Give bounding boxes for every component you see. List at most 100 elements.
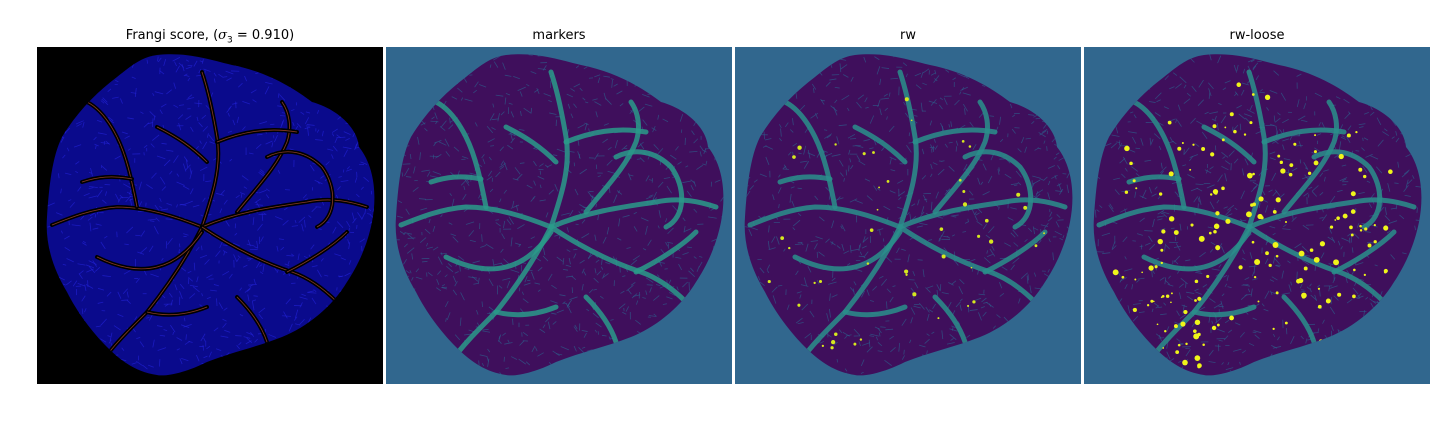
highlight-spot bbox=[1243, 133, 1247, 136]
highlight-spot bbox=[1156, 323, 1159, 326]
panel-title-frangi: Frangi score, (σ3 = 0.910) bbox=[125, 28, 295, 46]
vessel bbox=[1246, 69, 1268, 230]
segmentation-highlights bbox=[767, 97, 1045, 350]
highlight-spot bbox=[830, 346, 834, 350]
highlight-spot bbox=[904, 269, 909, 274]
vessel-edge bbox=[96, 231, 203, 270]
highlight-spot bbox=[1165, 294, 1170, 298]
highlight-spot bbox=[1284, 220, 1288, 224]
highlight-spot bbox=[1134, 278, 1137, 281]
highlight-spot bbox=[962, 190, 966, 194]
highlight-spot bbox=[1211, 325, 1217, 331]
highlight-spot bbox=[1358, 167, 1363, 172]
vessel-network bbox=[1096, 69, 1417, 365]
highlight-spot bbox=[1373, 240, 1377, 244]
tissue-region bbox=[744, 54, 1073, 376]
highlight-spot bbox=[1303, 266, 1308, 271]
highlight-spot bbox=[1124, 190, 1129, 194]
vessel bbox=[493, 304, 559, 318]
highlight-spot bbox=[1275, 254, 1279, 258]
highlight-spot bbox=[1206, 274, 1210, 278]
highlight-spot bbox=[1161, 229, 1166, 234]
vessel-edge bbox=[201, 199, 368, 228]
highlight-spot bbox=[1135, 187, 1138, 190]
highlight-spot bbox=[1257, 300, 1260, 303]
highlight-spot bbox=[1121, 275, 1125, 279]
vessel bbox=[777, 174, 833, 185]
vessel bbox=[792, 229, 903, 272]
vessel-edge bbox=[81, 176, 133, 183]
highlight-spot bbox=[1334, 219, 1337, 221]
highlight-spot bbox=[1215, 245, 1221, 251]
vessel-edge bbox=[156, 126, 208, 163]
highlight-spot bbox=[1194, 299, 1197, 302]
highlight-spot bbox=[1257, 213, 1263, 220]
highlight-spot bbox=[1158, 192, 1163, 196]
highlight-spot bbox=[1141, 271, 1143, 274]
vessel bbox=[962, 149, 1034, 230]
highlight-spot bbox=[1213, 230, 1217, 234]
highlight-spot bbox=[1317, 287, 1321, 290]
highlight-spot bbox=[939, 227, 944, 231]
highlight-spot bbox=[1367, 243, 1372, 248]
highlight-spot bbox=[984, 218, 989, 223]
highlight-spot bbox=[1209, 193, 1213, 196]
highlight-spot bbox=[1383, 225, 1389, 231]
highlight-spot bbox=[1350, 209, 1356, 214]
vessel-edge bbox=[286, 231, 348, 273]
highlight-spot bbox=[1298, 250, 1305, 257]
highlight-spot bbox=[1272, 209, 1277, 214]
highlight-spot bbox=[1197, 363, 1202, 368]
vessel bbox=[1261, 127, 1347, 145]
highlight-spot bbox=[1373, 224, 1376, 227]
highlight-spot bbox=[797, 145, 802, 150]
highlight-spot bbox=[1216, 323, 1220, 327]
vessel-edge bbox=[266, 151, 334, 228]
vessel-network bbox=[50, 70, 369, 364]
highlight-spot bbox=[1314, 134, 1317, 137]
highlight-spot bbox=[1388, 169, 1393, 175]
vessel bbox=[548, 69, 570, 230]
highlight-spot bbox=[1160, 261, 1163, 265]
highlight-spot bbox=[818, 279, 823, 284]
highlight-spot bbox=[1313, 150, 1317, 154]
highlight-spot bbox=[1275, 291, 1279, 295]
highlight-spot bbox=[1181, 142, 1184, 145]
highlight-spot bbox=[1363, 273, 1366, 276]
highlight-spot bbox=[1183, 309, 1188, 315]
vessel bbox=[932, 294, 968, 345]
vessel-network bbox=[398, 69, 719, 365]
highlight-spot bbox=[866, 262, 870, 265]
highlight-spot bbox=[1383, 268, 1388, 274]
highlight-spot bbox=[972, 300, 976, 304]
highlight-spot bbox=[1349, 225, 1353, 230]
highlight-spot bbox=[1197, 296, 1202, 301]
highlight-spot bbox=[1132, 307, 1137, 312]
highlight-spot bbox=[1265, 251, 1269, 256]
highlight-spot bbox=[1023, 205, 1028, 210]
highlight-spot bbox=[1160, 248, 1164, 252]
highlight-spot bbox=[886, 180, 890, 183]
highlight-spot bbox=[1221, 138, 1225, 142]
vessel bbox=[852, 124, 908, 165]
vessel bbox=[428, 174, 484, 185]
highlight-spot bbox=[1296, 278, 1301, 284]
panel-image-svg bbox=[386, 47, 732, 384]
vessel bbox=[563, 127, 649, 145]
highlight-spot bbox=[1362, 174, 1367, 179]
highlight-spot bbox=[1167, 120, 1172, 125]
vessel bbox=[1096, 204, 1252, 230]
highlight-spot bbox=[1252, 172, 1255, 176]
highlight-spot bbox=[1189, 168, 1192, 171]
highlight-spot bbox=[905, 273, 908, 276]
highlight-spot bbox=[1192, 143, 1195, 146]
vessel bbox=[583, 99, 641, 215]
highlight-spot bbox=[1275, 197, 1281, 203]
panel-title-markers: markers bbox=[532, 28, 586, 43]
highlight-spot bbox=[1284, 321, 1288, 325]
highlight-spot bbox=[1157, 238, 1163, 245]
highlight-spot bbox=[1198, 235, 1205, 242]
highlight-spot bbox=[1190, 223, 1194, 227]
highlight-spot bbox=[970, 266, 973, 269]
highlight-spot bbox=[1272, 327, 1275, 331]
